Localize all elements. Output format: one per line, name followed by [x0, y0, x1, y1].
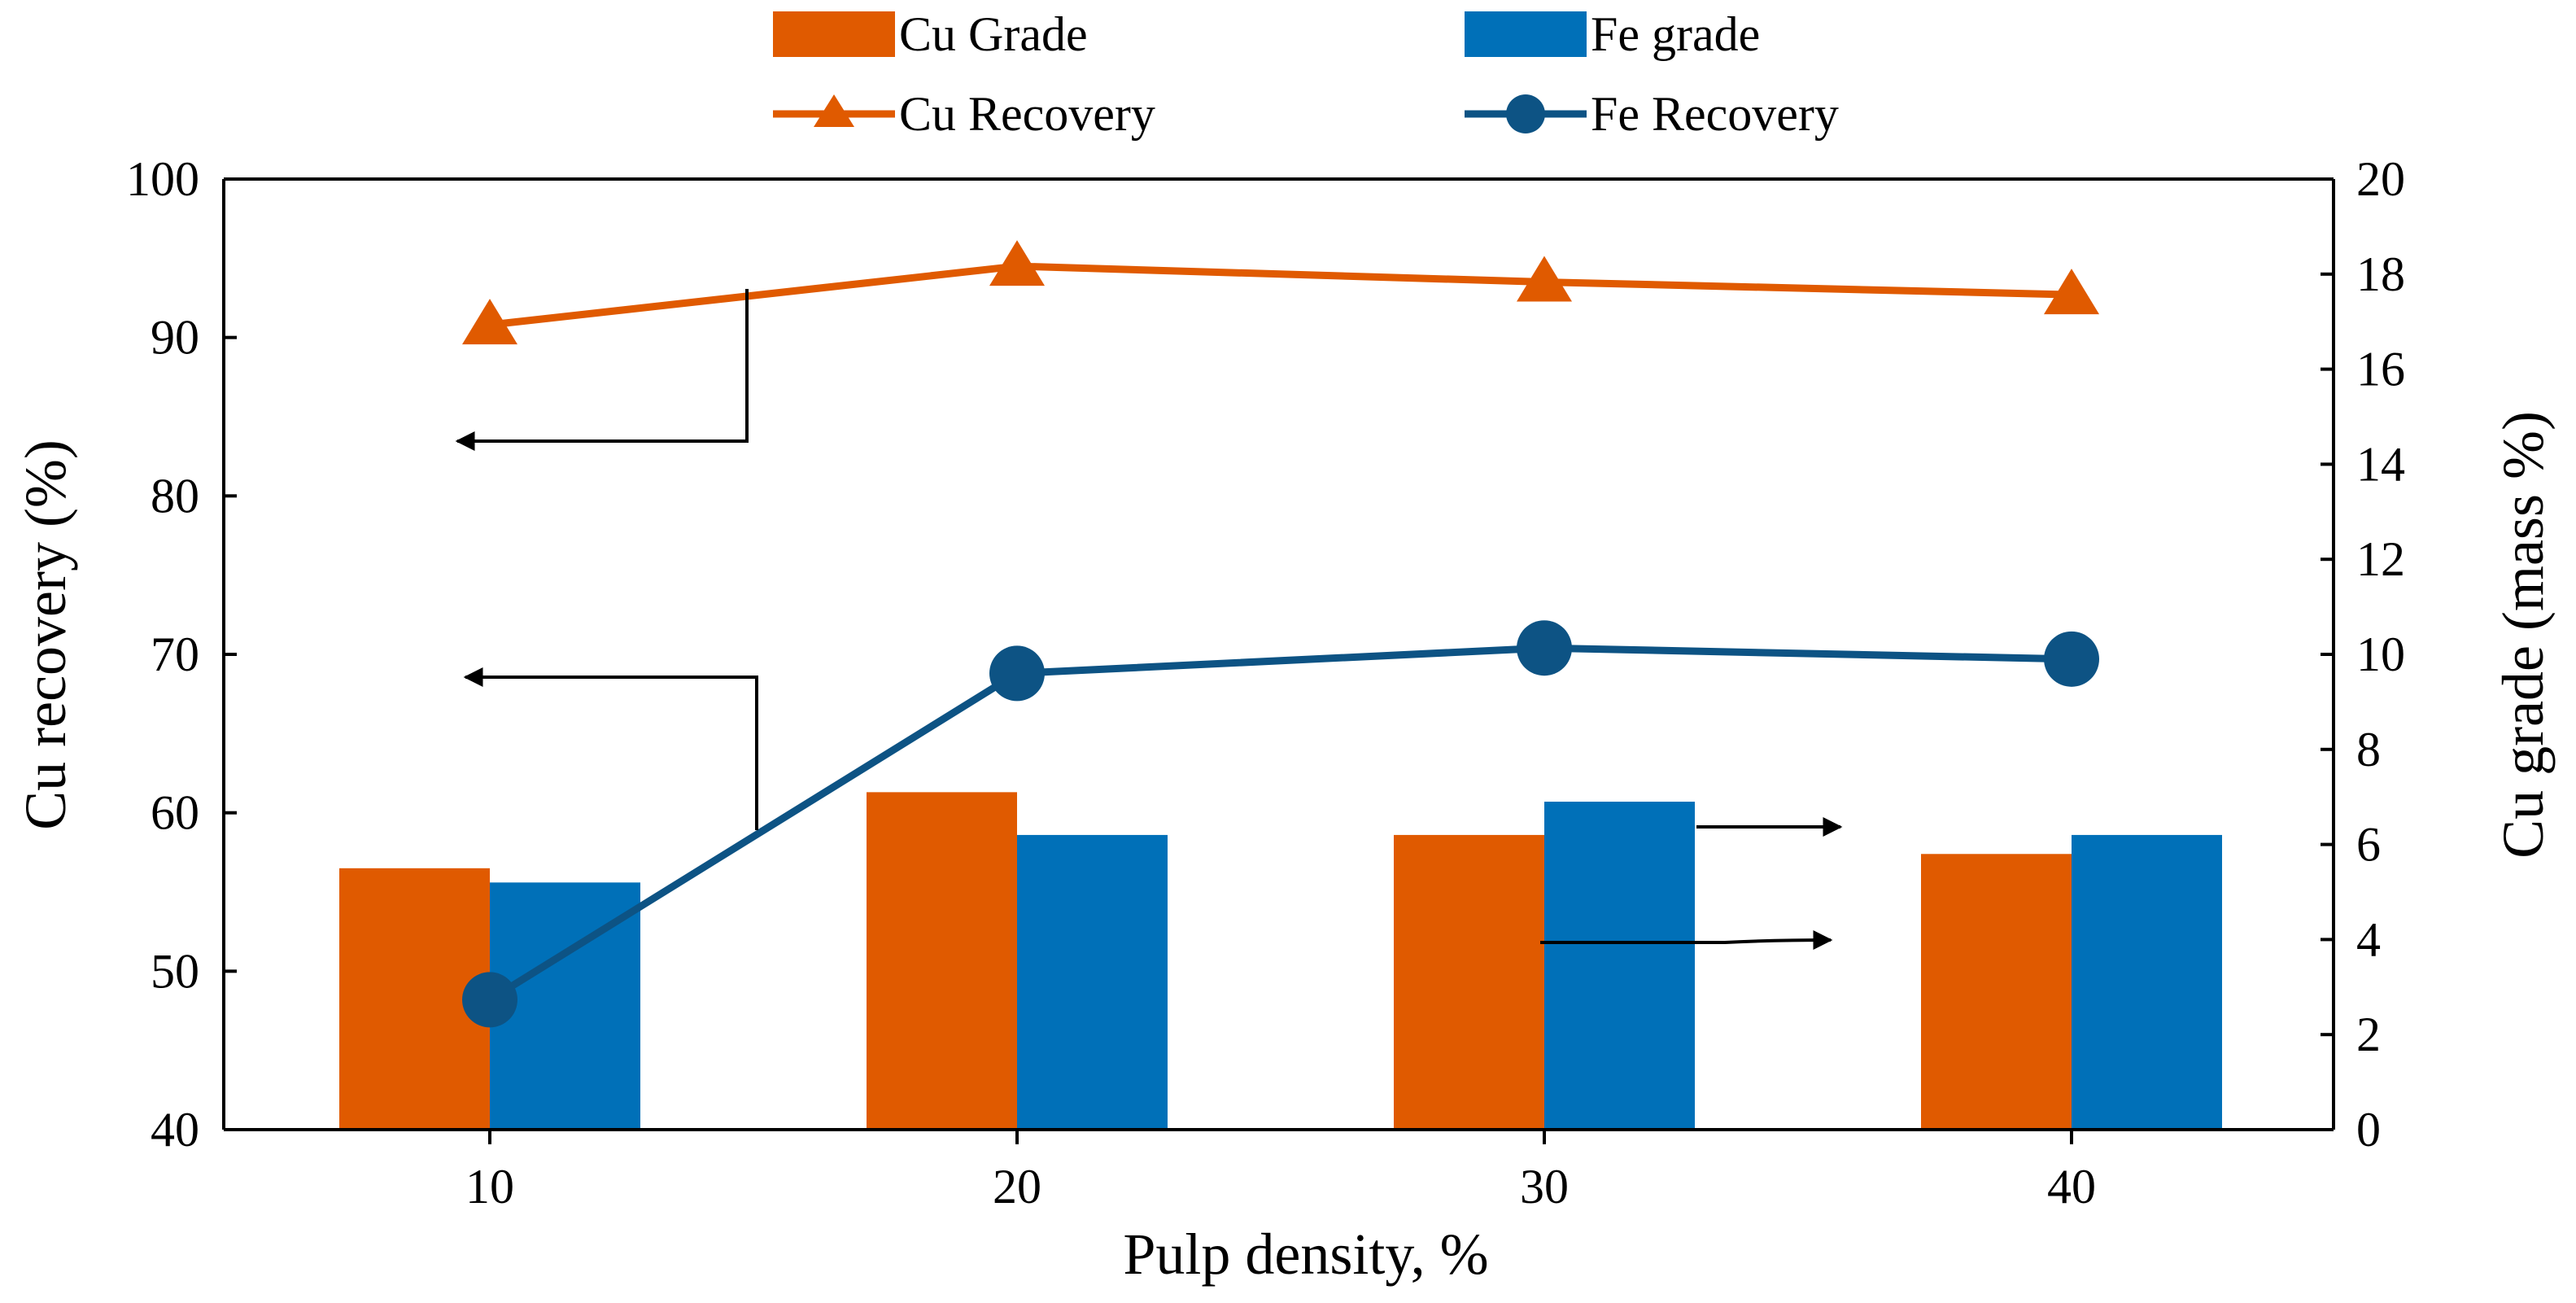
arrow-cu-grade-to-right-axis: [1540, 930, 1833, 951]
legend-label-fe-recovery: Fe Recovery: [1591, 87, 1839, 141]
line-cu-recovery: [489, 262, 2072, 329]
right-axis-title: Cu grade (mass %): [2491, 411, 2556, 859]
bar-cu-grade-20: [867, 792, 1017, 1130]
plot-frame: [222, 177, 2335, 1144]
left-tick-label-40: 40: [151, 1103, 199, 1157]
legend-swatch-cu-grade: [773, 11, 895, 57]
line-fe-recovery: [487, 644, 2072, 1003]
bar-cu-grade-30: [1394, 834, 1544, 1130]
right-tick-label-8: 8: [2356, 723, 2381, 776]
x-tick-label-10: 10: [465, 1160, 514, 1213]
x-axis-title: Pulp density, %: [1123, 1222, 1488, 1287]
left-tick-label-60: 60: [151, 786, 199, 840]
bars-layer: [339, 792, 2222, 1130]
marker-cu-recovery-40: [2044, 269, 2099, 315]
right-tick-label-10: 10: [2356, 627, 2405, 681]
right-tick-label-0: 0: [2356, 1103, 2381, 1157]
legend-label-cu-grade: Cu Grade: [899, 7, 1088, 61]
right-tick-label-2: 2: [2356, 1008, 2381, 1061]
tick-labels: 40 50 60 70 80 90 100 0 2 4 6 8 10 12 14 16 18 20 10 20 30 40: [126, 152, 2405, 1213]
left-tick-label-80: 80: [151, 469, 199, 523]
x-tick-label-40: 40: [2047, 1160, 2096, 1213]
lines-layer: [462, 240, 2099, 1028]
bar-cu-grade-40: [1921, 854, 2072, 1130]
x-tick-label-30: 30: [1520, 1160, 1569, 1213]
right-tick-label-20: 20: [2356, 152, 2405, 206]
left-tick-label-90: 90: [151, 311, 199, 365]
legend-marker-fe-recovery: [1506, 94, 1545, 133]
right-tick-label-16: 16: [2356, 343, 2405, 396]
left-tick-label-100: 100: [126, 152, 199, 206]
right-tick-label-12: 12: [2356, 532, 2405, 586]
marker-cu-recovery-20: [989, 240, 1045, 286]
arrow-fe-recovery-to-left-axis: [463, 667, 758, 830]
legend-label-fe-grade: Fe grade: [1591, 7, 1760, 61]
marker-cu-recovery-30: [1517, 256, 1572, 302]
legend-marker-cu-recovery: [814, 94, 854, 127]
marker-fe-recovery-40: [2044, 631, 2099, 687]
bar-fe-grade-40: [2072, 834, 2222, 1130]
marker-fe-recovery-30: [1517, 620, 1572, 676]
right-tick-label-6: 6: [2356, 818, 2381, 872]
x-tick-label-20: 20: [993, 1160, 1041, 1213]
arrow-cu-recovery-to-left-axis: [455, 289, 749, 451]
marker-fe-recovery-20: [989, 645, 1045, 702]
annotation-arrows: [455, 289, 1843, 951]
left-tick-label-50: 50: [151, 944, 199, 998]
right-tick-label-14: 14: [2356, 437, 2405, 491]
legend-swatch-fe-grade: [1465, 11, 1587, 57]
right-tick-label-4: 4: [2356, 912, 2381, 966]
right-tick-label-18: 18: [2356, 247, 2405, 301]
legend: Cu Grade Fe grade Cu Recovery Fe Recover…: [773, 7, 1839, 141]
bar-fe-grade-20: [1017, 834, 1168, 1130]
left-axis-title: Cu recovery (%): [13, 439, 78, 830]
left-tick-label-70: 70: [151, 627, 199, 681]
marker-fe-recovery-10: [462, 972, 517, 1028]
marker-cu-recovery-10: [462, 299, 517, 345]
bar-fe-grade-30: [1544, 802, 1695, 1130]
legend-label-cu-recovery: Cu Recovery: [899, 87, 1155, 141]
